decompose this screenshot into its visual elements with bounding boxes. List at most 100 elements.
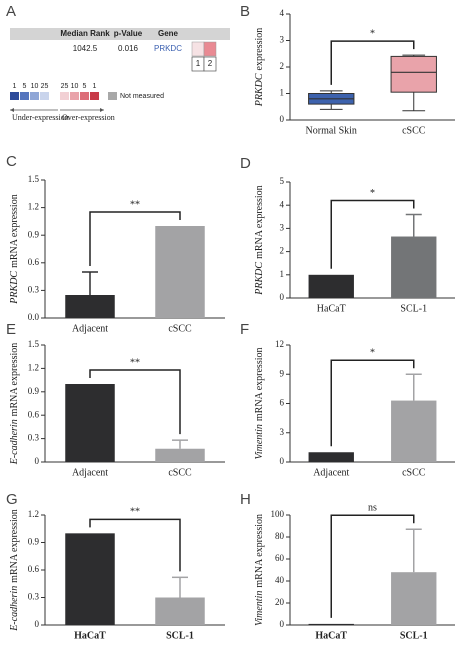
y-tick-label: 60: [275, 553, 285, 563]
y-tick-label: 0.0: [28, 312, 40, 322]
y-tick-label: 1.2: [28, 362, 39, 372]
y-tick-label: 20: [275, 597, 285, 607]
legend-number: 1: [13, 83, 17, 90]
y-tick-label: 0: [280, 114, 285, 124]
y-tick-label: 3: [280, 35, 285, 45]
table-header-bg: [10, 28, 230, 40]
y-tick-label: 4: [280, 199, 285, 209]
bar: [65, 295, 115, 318]
legend-swatch: [20, 92, 29, 100]
y-title-rest: mRNA expression: [9, 194, 20, 268]
y-tick-label: 80: [275, 531, 285, 541]
y-tick-label: 1: [280, 269, 285, 279]
bar: [155, 597, 205, 625]
y-title-gene: PRKDC: [9, 271, 20, 305]
significance-bracket: [89, 518, 181, 572]
y-tick-label: 6: [280, 398, 285, 408]
significance-label: *: [370, 28, 375, 39]
y-axis-title: E-cadherin mRNA expression: [9, 343, 20, 466]
x-tick-label: SCL-1: [400, 303, 427, 314]
y-tick-label: 0.9: [28, 537, 40, 547]
panel-label: D: [240, 155, 251, 172]
significance-bracket: [330, 514, 415, 618]
y-tick-label: 40: [275, 575, 285, 585]
legend-text: Under-expression: [12, 113, 69, 122]
y-tick-label: 0: [280, 619, 285, 629]
y-tick-label: 0: [35, 619, 40, 629]
y-title-rest: mRNA expression: [254, 514, 265, 588]
significance-bracket: [330, 199, 415, 269]
x-tick-label: SCL-1: [166, 630, 194, 641]
heat-cell: [191, 41, 205, 57]
x-tick-label: SCL-1: [400, 630, 428, 641]
significance-bracket: [89, 211, 181, 266]
legend-swatch: [90, 92, 99, 100]
x-tick-label: cSCC: [402, 467, 426, 478]
bar: [391, 572, 437, 625]
panel-label: A: [6, 3, 16, 20]
y-title-rest: mRNA expression: [254, 185, 265, 259]
header-cell: Median Rank: [60, 29, 110, 38]
y-tick-label: 0.3: [28, 284, 40, 294]
legend-swatch: [80, 92, 89, 100]
y-tick-label: 0.6: [28, 257, 40, 267]
significance-label: **: [130, 357, 140, 368]
arrow-head: [10, 108, 14, 112]
header-cell: p-Value: [114, 29, 143, 38]
y-axis-title: PRKDC expression: [254, 28, 265, 108]
legend-swatch: [40, 92, 49, 100]
bar: [391, 400, 437, 462]
y-title-gene: E-cadherin: [9, 586, 20, 632]
y-tick-label: 0: [280, 292, 285, 302]
legend-swatch: [10, 92, 19, 100]
y-axis-title: PRKDC mRNA expression: [9, 194, 20, 304]
significance-label: **: [130, 199, 140, 210]
bar: [65, 533, 115, 625]
legend: 1 5 10 25 25 10 5 1: [10, 83, 99, 100]
legend-number: 10: [31, 83, 39, 90]
cell-box: [203, 56, 217, 72]
x-tick-label: cSCC: [168, 323, 192, 334]
panel-a: A Median Rank p-Value Gene 1042.5 0.016 …: [6, 3, 230, 122]
x-tick-label: HaCaT: [74, 630, 106, 641]
significance-bracket: [330, 40, 415, 85]
y-tick-label: 1: [280, 88, 285, 98]
y-tick-label: 0.3: [28, 433, 40, 443]
y-tick-label: 0.3: [28, 592, 40, 602]
y-title-rest: mRNA expression: [9, 343, 20, 417]
y-tick-label: 3: [280, 222, 285, 232]
y-tick-label: 5: [280, 176, 285, 186]
bar: [308, 274, 354, 298]
legend-number: 1: [93, 83, 97, 90]
y-tick-label: 0.9: [28, 386, 40, 396]
x-tick-label: Adjacent: [72, 323, 108, 334]
cell-number: 2: [208, 59, 213, 68]
y-tick-label: 100: [271, 509, 285, 519]
y-axis-title: E-cadherin mRNA expression: [9, 509, 20, 632]
y-tick-label: 12: [275, 339, 284, 349]
legend-number: 5: [83, 83, 87, 90]
y-title-rest: mRNA expression: [254, 348, 265, 422]
y-tick-label: 0.6: [28, 564, 40, 574]
bar: [308, 623, 354, 625]
row-cell: 0.016: [118, 44, 139, 53]
y-tick-label: 2: [280, 61, 285, 71]
y-tick-label: 9: [280, 368, 285, 378]
y-tick-label: 0.9: [28, 229, 40, 239]
bar: [391, 236, 437, 298]
bar: [155, 448, 205, 462]
y-tick-label: 1.2: [28, 202, 39, 212]
y-title-gene: PRKDC: [254, 262, 265, 296]
y-title-rest: mRNA expression: [9, 509, 20, 583]
y-tick-label: 1.5: [28, 174, 40, 184]
significance-label: **: [130, 507, 140, 518]
x-tick-label: cSCC: [168, 467, 192, 478]
legend-text: Not measured: [120, 93, 164, 100]
panel-label: F: [240, 321, 249, 338]
legend-swatch: [60, 92, 69, 100]
significance-bracket: [89, 369, 181, 435]
legend-swatch: [70, 92, 79, 100]
y-title-gene: PRKDC: [254, 73, 265, 107]
x-tick-label: HaCaT: [315, 630, 347, 641]
y-tick-label: 4: [280, 8, 285, 18]
